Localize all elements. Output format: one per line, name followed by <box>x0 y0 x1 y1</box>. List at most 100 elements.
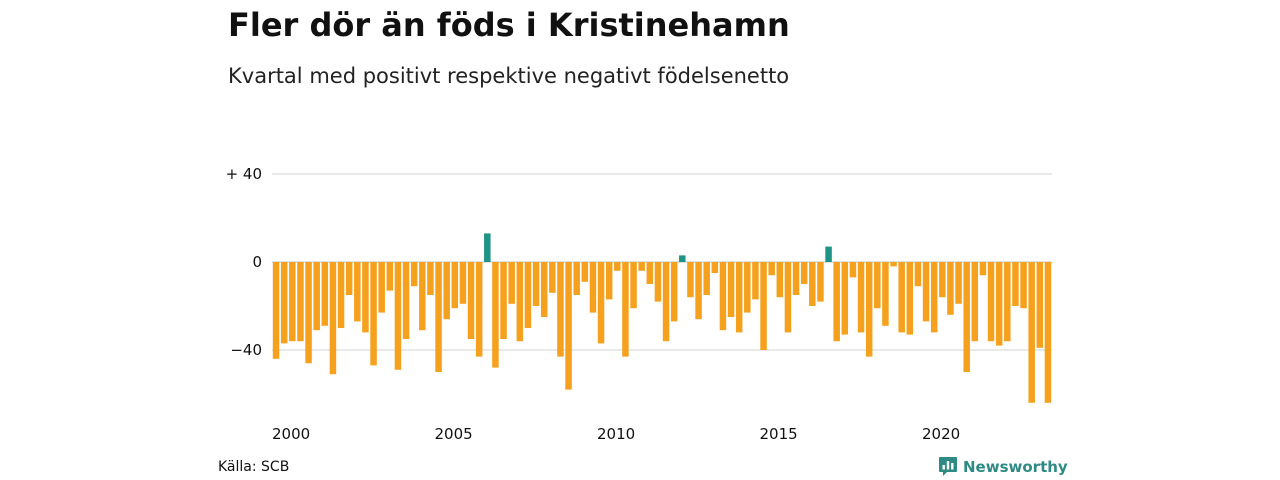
bar <box>914 262 922 287</box>
y-tick-label: −40 <box>230 341 262 359</box>
bar <box>272 262 280 359</box>
brand-name: Newsworthy <box>963 458 1068 476</box>
bar <box>524 262 532 328</box>
x-tick-label: 2005 <box>435 425 473 443</box>
bar <box>1044 262 1052 403</box>
bar <box>817 262 824 302</box>
bar <box>646 262 654 284</box>
bar <box>809 262 816 306</box>
y-tick-label: + 40 <box>226 165 262 183</box>
bar <box>386 262 394 291</box>
bar <box>459 262 467 304</box>
bar <box>484 233 491 262</box>
x-tick-label: 2015 <box>760 425 798 443</box>
brand: Newsworthy <box>938 456 1068 478</box>
y-tick-label: 0 <box>252 253 262 271</box>
bar <box>939 262 946 298</box>
bar <box>882 262 889 326</box>
bar <box>1028 262 1035 403</box>
bar <box>947 262 954 315</box>
bar <box>605 262 613 300</box>
bar <box>752 262 759 300</box>
bar <box>841 262 849 335</box>
bar <box>930 262 938 333</box>
bar <box>581 262 589 282</box>
bar <box>597 262 605 344</box>
bar <box>378 262 385 313</box>
bar <box>435 262 442 372</box>
x-axis-ticks: 2000 2005 2010 2015 2020 <box>272 425 960 443</box>
source-note: Källa: SCB <box>218 459 290 475</box>
bar <box>874 262 881 309</box>
bars <box>272 233 1052 403</box>
bar <box>614 262 621 271</box>
bar <box>662 262 670 342</box>
bar <box>354 262 361 322</box>
bar <box>760 262 767 350</box>
bar <box>321 262 329 326</box>
bar <box>427 262 434 295</box>
bar <box>305 262 312 364</box>
bar <box>1012 262 1019 306</box>
bar <box>492 262 499 368</box>
bar <box>573 262 580 295</box>
bar <box>670 262 678 322</box>
bar <box>979 262 987 276</box>
bar <box>402 262 410 339</box>
bar <box>865 262 873 357</box>
bar <box>638 262 645 271</box>
bar <box>289 262 296 342</box>
bar <box>337 262 345 328</box>
bar <box>540 262 548 317</box>
x-tick-label: 2000 <box>272 425 310 443</box>
bar <box>727 262 735 317</box>
bar <box>735 262 743 333</box>
x-tick-label: 2020 <box>922 425 960 443</box>
y-axis-ticks: + 40 0 −40 <box>226 165 262 359</box>
bar <box>565 262 572 390</box>
bar <box>784 262 792 333</box>
bar <box>362 262 369 333</box>
chart-title: Fler dör än föds i Kristinehamn <box>228 6 790 44</box>
bar <box>475 262 483 357</box>
bar <box>711 262 719 273</box>
bar-chart: + 40 0 −40 2000 2005 2010 2015 2020 <box>226 165 1052 443</box>
bar <box>703 262 710 295</box>
bar <box>719 262 727 331</box>
bar <box>679 255 686 262</box>
bar <box>419 262 426 331</box>
bar <box>825 246 832 262</box>
bar <box>370 262 377 366</box>
bar <box>297 262 304 342</box>
chart-subtitle: Kvartal med positivt respektive negativt… <box>228 64 790 88</box>
bar <box>971 262 979 342</box>
bar <box>443 262 450 320</box>
bar <box>313 262 320 331</box>
bar <box>467 262 475 339</box>
bar <box>500 262 507 339</box>
bar <box>508 262 515 304</box>
bar <box>963 262 970 372</box>
bar <box>849 262 857 278</box>
bar <box>776 262 784 298</box>
bar <box>516 262 524 342</box>
bar <box>410 262 418 287</box>
bar <box>995 262 1003 346</box>
bar <box>1036 262 1044 348</box>
bar <box>695 262 702 320</box>
bar <box>549 262 556 293</box>
bar <box>451 262 459 309</box>
x-tick-label: 2010 <box>597 425 635 443</box>
bar <box>394 262 402 370</box>
bar <box>532 262 540 306</box>
bar <box>557 262 564 357</box>
bar <box>890 262 897 267</box>
bar <box>1004 262 1011 342</box>
bar <box>898 262 905 333</box>
bar <box>833 262 840 342</box>
newsworthy-logo-icon <box>939 457 957 476</box>
bar <box>622 262 629 357</box>
bar <box>687 262 694 298</box>
bar <box>800 262 808 284</box>
bar <box>329 262 337 375</box>
